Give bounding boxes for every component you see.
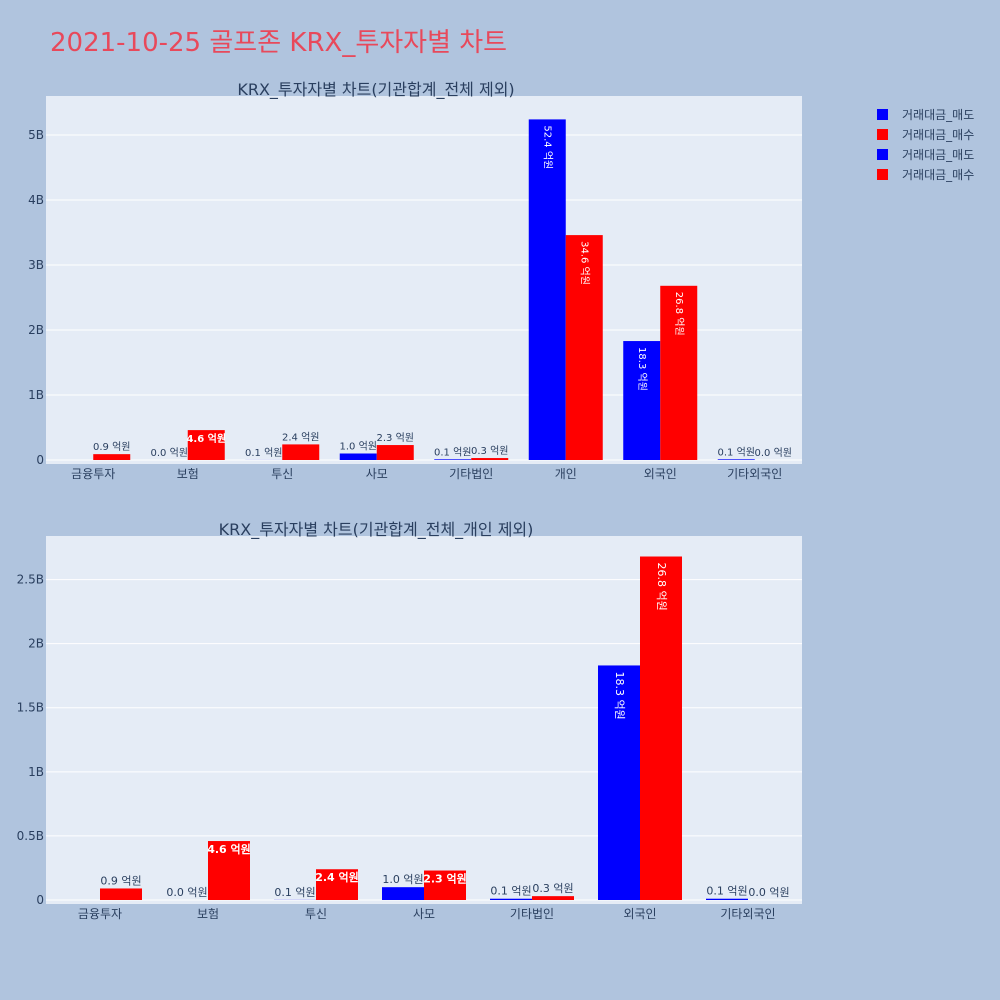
y-tick-label: 1.5B (17, 701, 44, 715)
data-label: 2.4 억원 (315, 870, 359, 884)
data-label: 0.1 억원 (245, 447, 282, 459)
y-tick-label: 0 (36, 453, 44, 467)
bar-sell (490, 898, 532, 900)
bar-buy (532, 896, 574, 900)
data-label: 18.3 억원 (636, 347, 648, 391)
data-label: 2.4 억원 (282, 431, 319, 443)
x-tick-label: 사모 (366, 467, 388, 481)
data-label: 26.8 억원 (673, 292, 685, 336)
bar-buy (471, 458, 509, 460)
chart-panel-2: KRX_투자자별 차트(기관합계_전체_개인 제외) 0 0.5B 1B 1.5B 2B 2… (17, 520, 802, 921)
bar-buy (640, 556, 682, 900)
data-label: 0.9 억원 (93, 441, 130, 453)
x-tick-label: 기타법인 (510, 907, 554, 921)
x-tick-label: 기타외국인 (720, 907, 775, 921)
x-tick-label: 개인 (555, 467, 577, 481)
x-tick-label: 외국인 (623, 907, 656, 921)
bar-buy (316, 869, 358, 900)
bar-buy (565, 235, 603, 460)
y-tick-label: 2B (28, 637, 44, 651)
bar-buy (208, 841, 250, 900)
bar-buy (376, 445, 414, 460)
data-label: 0.1 억원 (434, 446, 471, 458)
x-tick-label: 투신 (305, 907, 327, 921)
y-tick-label: 1B (28, 388, 44, 402)
legend-label: 거래대금_매도 (902, 108, 974, 122)
y-tick-label: 2B (28, 323, 44, 337)
bar-sell (706, 898, 748, 900)
x-tick-label: 기타외국인 (727, 467, 782, 481)
x-tick-label: 사모 (413, 907, 435, 921)
legend-label: 거래대금_매수 (902, 128, 974, 142)
data-label: 0.0 억원 (748, 886, 789, 899)
data-label: 26.8 억원 (655, 563, 668, 611)
plot-area (46, 536, 802, 904)
data-label: 34.6 억원 (578, 241, 590, 285)
data-label: 0.3 억원 (471, 445, 508, 457)
y-tick-label: 1B (28, 765, 44, 779)
data-label: 52.4 억원 (541, 125, 553, 169)
x-tick-label: 금융투자 (78, 907, 122, 921)
x-tick-label: 외국인 (644, 467, 677, 481)
data-label: 4.6 억원 (186, 432, 226, 445)
legend-label: 거래대금_매수 (902, 168, 974, 182)
data-label: 0.0 억원 (151, 447, 188, 459)
data-label: 0.1 억원 (718, 446, 755, 458)
data-label: 4.6 억원 (207, 842, 251, 856)
data-label: 1.0 억원 (382, 873, 423, 886)
bar-sell (717, 459, 755, 460)
x-tick-label: 기타법인 (449, 467, 493, 481)
bar-buy (187, 430, 225, 460)
bar-buy (424, 870, 466, 900)
page-title: 2021-10-25 골프존 KRX_투자자별 차트 (50, 28, 508, 58)
legend-label: 거래대금_매도 (902, 148, 974, 162)
y-tick-label: 0 (36, 893, 44, 907)
y-tick-label: 4B (28, 193, 44, 207)
y-tick-label: 3B (28, 258, 44, 272)
bar-sell (434, 459, 472, 460)
data-label: 1.0 억원 (340, 441, 377, 453)
legend-swatch (877, 129, 888, 140)
legend-swatch (877, 169, 888, 180)
data-label: 0.0 억원 (166, 886, 207, 899)
bar-sell (339, 453, 377, 460)
data-label: 0.3 억원 (532, 882, 573, 895)
y-tick-label: 5B (28, 128, 44, 142)
data-label: 0.0 억원 (755, 447, 792, 459)
bar-sell (528, 119, 566, 461)
bar-buy (100, 888, 142, 900)
bar-sell (623, 341, 661, 460)
data-label: 2.3 억원 (377, 432, 414, 444)
chart-panel-1: KRX_투자자별 차트(기관합계_전체 제외) 0 1B 2B 3B 4B 5B 금융투자 0.… (28, 80, 802, 481)
y-tick-label: 2.5B (17, 573, 44, 587)
x-tick-label: 금융투자 (71, 467, 115, 481)
data-label: 2.3 억원 (423, 872, 467, 886)
data-label: 0.9 억원 (100, 874, 141, 887)
x-tick-label: 보험 (197, 907, 219, 921)
bar-buy (282, 444, 320, 460)
chart-title-2: KRX_투자자별 차트(기관합계_전체_개인 제외) (219, 520, 534, 540)
x-tick-label: 투신 (271, 467, 293, 481)
bar-sell (382, 887, 424, 900)
bar-sell (598, 665, 640, 900)
data-label: 0.1 억원 (706, 885, 747, 898)
x-tick-label: 보험 (177, 467, 199, 481)
data-label: 18.3 억원 (613, 671, 626, 719)
legend-swatch (877, 149, 888, 160)
chart-title-1: KRX_투자자별 차트(기관합계_전체 제외) (237, 80, 514, 100)
bar-buy (93, 454, 131, 460)
data-label: 0.1 억원 (274, 886, 315, 899)
data-label: 0.1 억원 (490, 885, 531, 898)
legend-swatch (877, 109, 888, 120)
y-tick-label: 0.5B (17, 829, 44, 843)
bar-buy (660, 285, 698, 460)
